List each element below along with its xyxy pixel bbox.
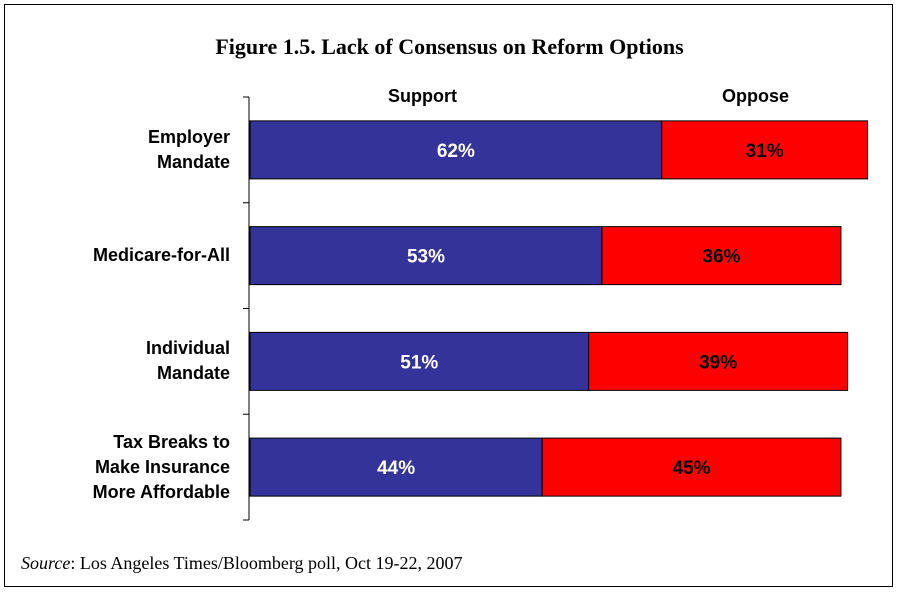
bar-support-1 [249, 226, 603, 286]
bar-support-0 [249, 120, 663, 180]
source-text: : Los Angeles Times/Bloomberg poll, Oct … [70, 553, 463, 573]
data-label-support-1: 53% [407, 247, 445, 268]
bar-oppose-0 [661, 120, 869, 180]
category-label-1: Medicare-for-All [10, 243, 230, 268]
bar-oppose-2 [588, 331, 849, 391]
bar-oppose-3 [541, 437, 842, 497]
bar-support-2 [249, 331, 590, 391]
category-label-line: Mandate [156, 363, 230, 384]
data-label-oppose-3: 45% [673, 458, 711, 479]
category-label-0: Employer Mandate [10, 125, 230, 175]
legend-oppose: Oppose [722, 86, 790, 106]
bar-support-3 [249, 437, 543, 497]
category-label-line: Employer [147, 126, 230, 147]
category-label-line: Medicare-for-All [92, 245, 230, 266]
data-label-support-0: 62% [437, 141, 475, 162]
category-label-line: Mandate [156, 151, 230, 172]
category-label-line: Individual [145, 338, 230, 359]
category-label-line: More Affordable [92, 481, 230, 502]
source-note: Source: Los Angeles Times/Bloomberg poll… [21, 553, 463, 574]
category-label-2: Individual Mandate [10, 336, 230, 386]
category-label-3: Tax Breaks to Make Insurance More Affordab… [10, 430, 230, 505]
data-label-support-3: 44% [377, 458, 415, 479]
legend-support: Support [388, 86, 457, 106]
data-label-support-2: 51% [400, 352, 438, 373]
data-label-oppose-1: 36% [702, 247, 740, 268]
data-label-oppose-0: 31% [746, 141, 784, 162]
data-label-oppose-2: 39% [699, 352, 737, 373]
chart-title: Figure 1.5. Lack of Consensus on Reform … [215, 34, 684, 59]
bar-oppose-1 [601, 226, 842, 286]
category-label-line: Make Insurance [94, 456, 230, 477]
category-label-line: Tax Breaks to [113, 431, 230, 452]
source-prefix: Source [21, 553, 71, 573]
